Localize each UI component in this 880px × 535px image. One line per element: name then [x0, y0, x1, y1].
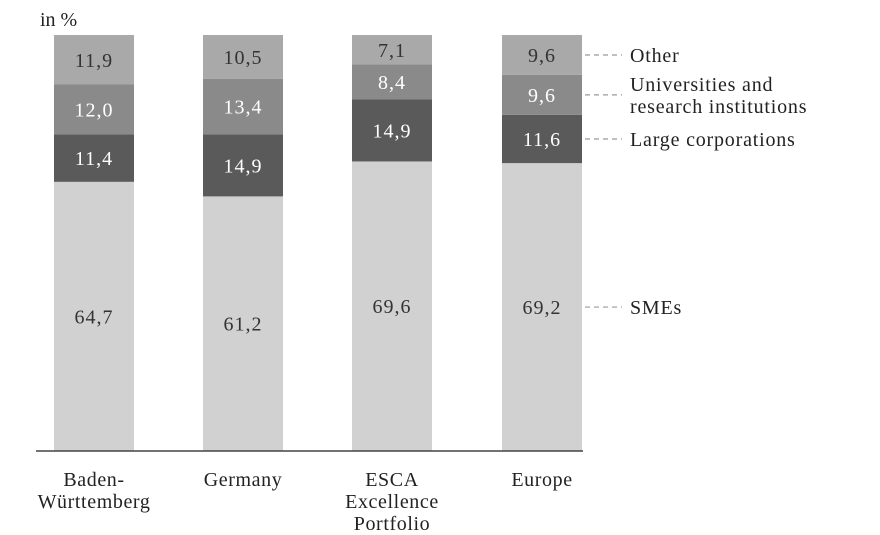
data-label-other-4: 9,6 — [528, 45, 556, 67]
bar-segment-large-corporations-4 — [502, 114, 582, 164]
bar-segment-other-4 — [502, 35, 582, 75]
bar-segment-smes-1 — [54, 181, 134, 451]
data-label-other-2: 10,5 — [224, 47, 263, 69]
category-label-3: ESCA Excellence Portfolio — [345, 469, 439, 530]
category-label-1: Baden-Württemberg — [38, 469, 151, 513]
bar-segment-large-corporations-1 — [54, 134, 134, 182]
labels-layer: 64,7 11,4 12,0 11,9 61,2 14,9 13,4 10,5 69,6 14,9… — [75, 40, 562, 336]
data-label-universities-and-research-institutions-1: 12,0 — [75, 99, 114, 121]
bar-segment-other-1 — [54, 35, 134, 85]
data-label-universities-and-research-institutions-2: 13,4 — [224, 97, 263, 119]
bar-segment-universities-and-research-institutions-4 — [502, 74, 582, 115]
bar-segment-other-3 — [352, 35, 432, 65]
bar-segment-universities-and-research-institutions-3 — [352, 64, 432, 100]
data-label-smes-4: 69,2 — [523, 297, 562, 319]
data-label-smes-3: 69,6 — [373, 296, 412, 318]
bar-segment-smes-4 — [502, 163, 582, 451]
bar-segment-large-corporations-2 — [203, 134, 283, 197]
unit-label: in % — [40, 9, 77, 31]
data-label-large-corporations-4: 11,6 — [523, 129, 561, 151]
legend-layer: SMEs Large corporations Universities and re… — [585, 45, 807, 319]
category-label-2: Germany — [204, 469, 283, 491]
bar-segment-other-2 — [203, 35, 283, 79]
legend-entry-smes: SMEs — [630, 297, 682, 319]
bar-segment-large-corporations-3 — [352, 99, 432, 162]
data-label-large-corporations-3: 14,9 — [373, 120, 412, 142]
bar-segment-universities-and-research-institutions-1 — [54, 84, 134, 135]
data-label-large-corporations-1: 11,4 — [75, 148, 113, 170]
legend-entry-large-corporations: Large corporations — [630, 129, 796, 151]
data-label-smes-2: 61,2 — [224, 314, 263, 336]
bar-segment-smes-3 — [352, 161, 432, 451]
bars-layer — [54, 35, 582, 451]
bar-segment-universities-and-research-institutions-2 — [203, 78, 283, 135]
data-label-universities-and-research-institutions-4: 9,6 — [528, 85, 556, 107]
data-label-other-3: 7,1 — [378, 40, 406, 62]
legend-entry-universities-and-research-institutions: Universities and research institutions — [630, 74, 807, 118]
data-label-large-corporations-2: 14,9 — [224, 155, 263, 177]
data-label-smes-1: 64,7 — [75, 306, 114, 328]
category-label-4: Europe — [511, 469, 572, 491]
legend-entry-other: Other — [630, 45, 680, 67]
data-label-other-1: 11,9 — [75, 50, 113, 72]
bar-segment-smes-2 — [203, 196, 283, 451]
data-label-universities-and-research-institutions-3: 8,4 — [378, 72, 406, 94]
